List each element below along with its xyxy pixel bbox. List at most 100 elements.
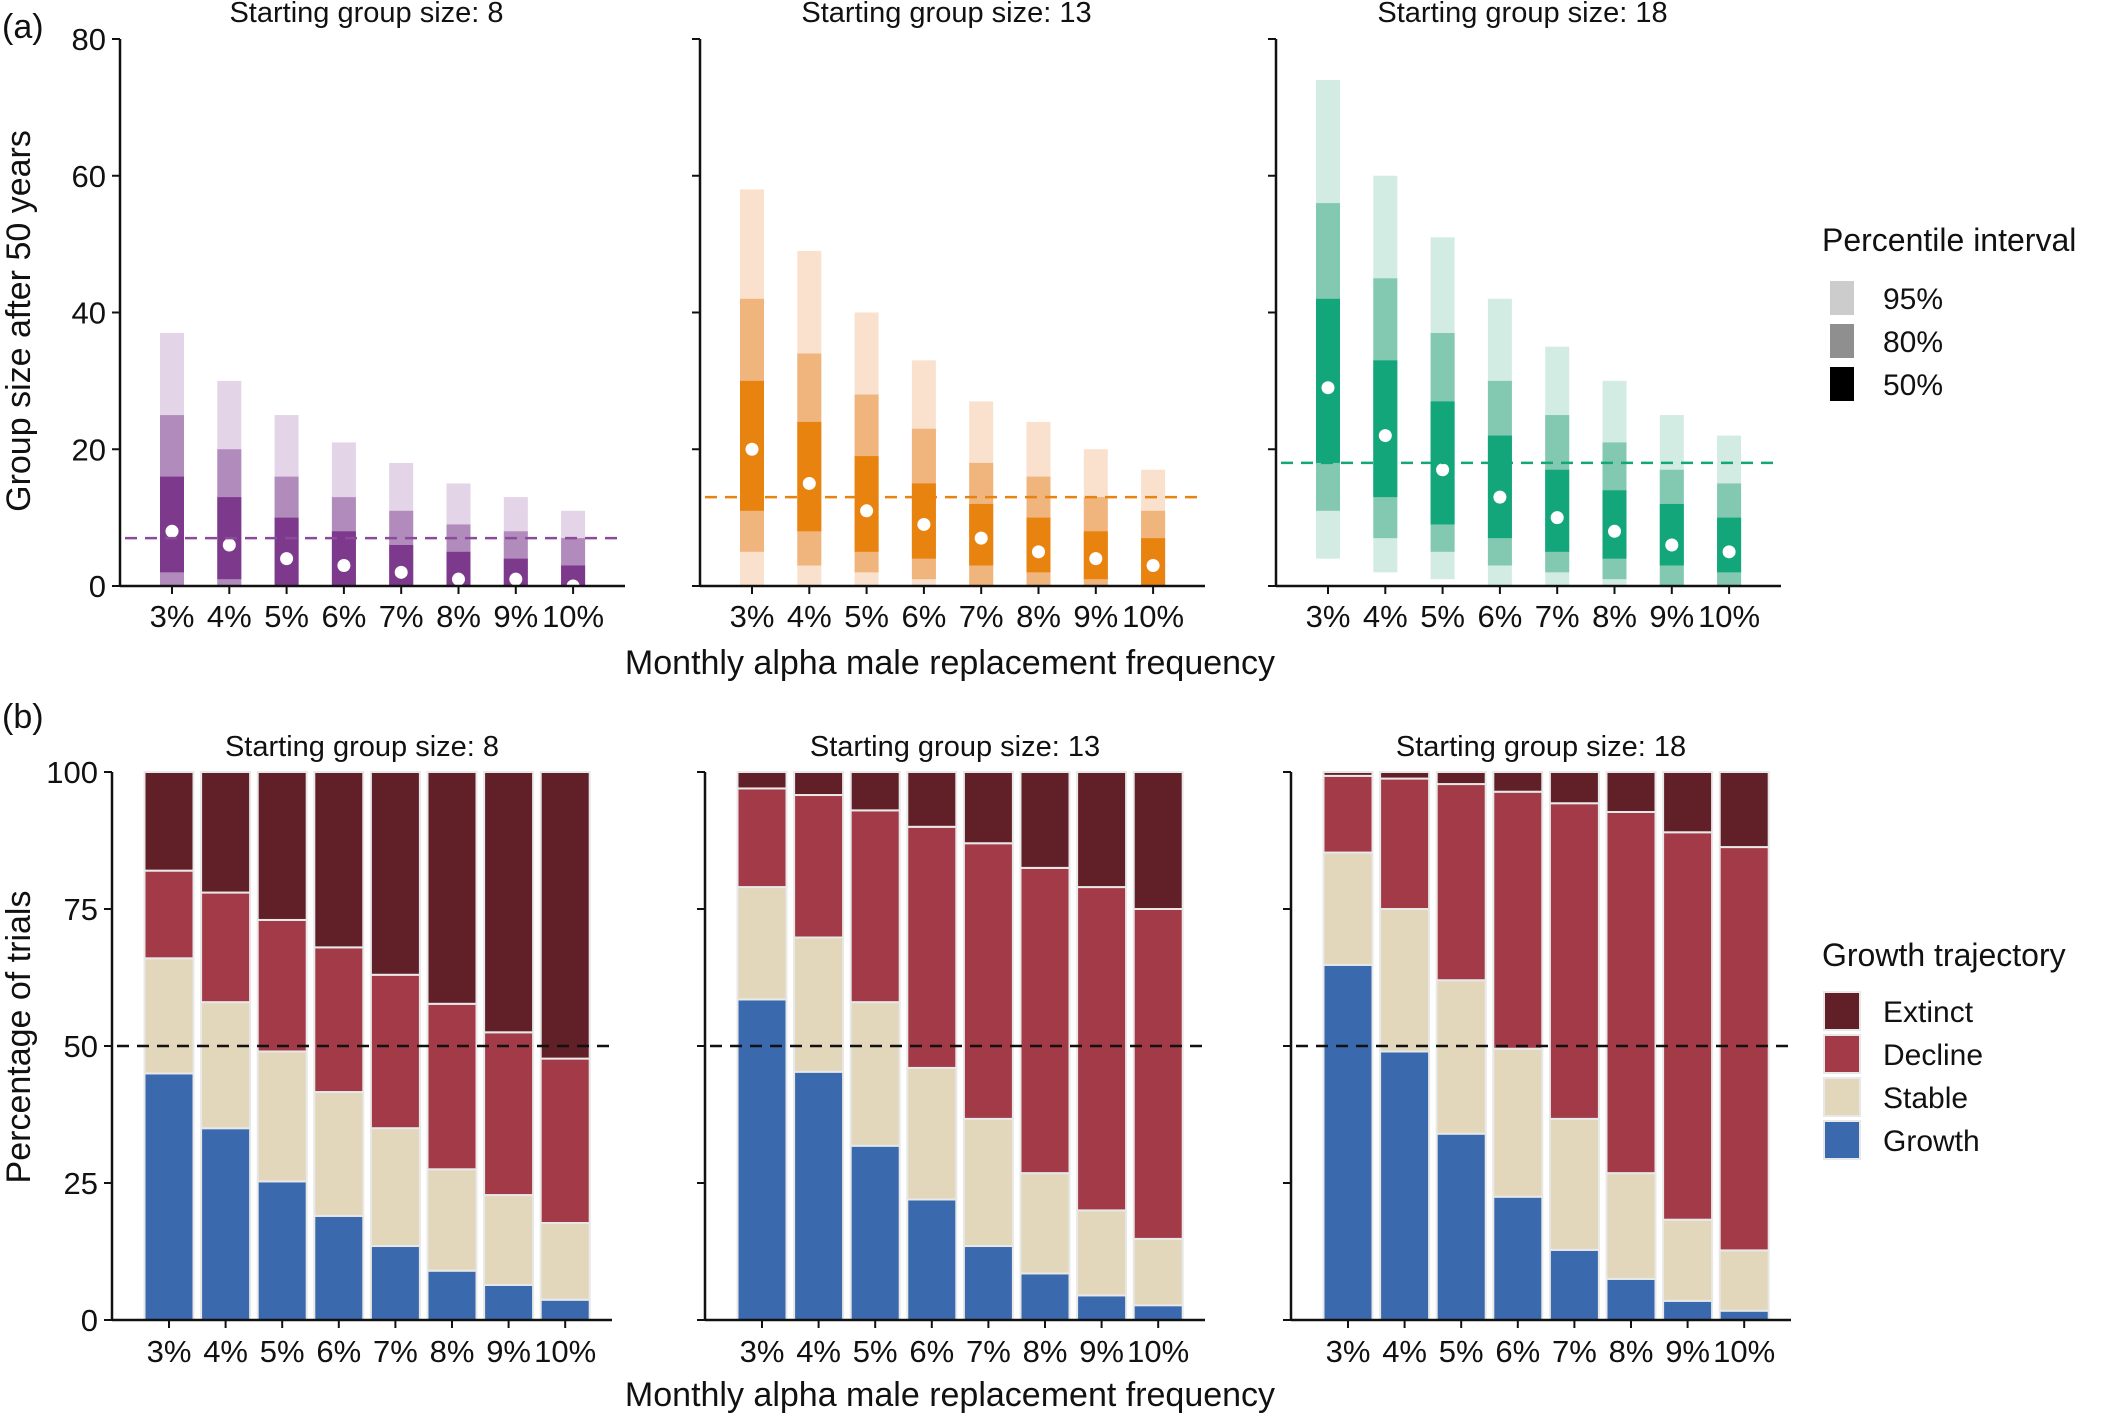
bar-segment-extinct [849, 771, 901, 812]
y-tick-label: 0 [81, 1303, 98, 1338]
x-tick-label: 8% [436, 599, 481, 634]
x-tick-label: 10% [1713, 1334, 1775, 1369]
interval-50-bar [1659, 503, 1684, 566]
interval-50-bar [1717, 517, 1742, 573]
bar-segment-growth [849, 1144, 901, 1321]
x-axis-label: Monthly alpha male replacement frequency [625, 1376, 1275, 1414]
bar-segment-extinct [369, 771, 421, 976]
x-tick-label: 7% [966, 1334, 1011, 1369]
legend-label: Decline [1883, 1039, 1983, 1072]
bar-segment-decline [1662, 831, 1714, 1221]
bar-segment-decline [1718, 846, 1770, 1252]
x-tick-label: 3% [150, 599, 195, 634]
y-tick-label: 60 [72, 159, 106, 194]
interval-50-bar [389, 544, 414, 586]
legend-label: Extinct [1883, 996, 1974, 1029]
bar-segment-growth [256, 1180, 308, 1321]
bar-segment-stable [539, 1222, 591, 1301]
median-point [1146, 558, 1160, 572]
bar-segment-stable [1548, 1117, 1600, 1251]
legend-swatch [1830, 281, 1854, 315]
interval-50-bar [1545, 469, 1570, 552]
median-point [280, 552, 294, 566]
subplot-a-2: Starting group size: 13 3% 4% 5% 6% 7% 8% 9% 10% [692, 0, 1205, 634]
bar-segment-stable [426, 1168, 478, 1272]
bar-segment-extinct [1605, 771, 1657, 814]
subplot-a-1: Starting group size: 8 3% 4% 5% 6% 7% 8% 9% 10% 0… [72, 0, 625, 634]
bar-segment-decline [793, 794, 845, 939]
bar-segment-stable [1605, 1172, 1657, 1280]
bar-segment-growth [369, 1245, 421, 1322]
y-tick-label: 80 [72, 22, 106, 57]
legend-swatch [1823, 1120, 1861, 1160]
bar-segment-growth [313, 1214, 365, 1322]
bar-segment-decline [906, 825, 958, 1069]
median-point [860, 504, 874, 518]
median-point [509, 572, 523, 586]
bar-segment-stable [1132, 1237, 1184, 1307]
bar-segment-extinct [539, 771, 591, 1060]
x-axis-label: Monthly alpha male replacement frequency [625, 644, 1275, 682]
bar-segment-growth [1379, 1050, 1431, 1321]
median-point [974, 531, 988, 545]
panel-label-a: (a) [2, 8, 44, 46]
bar-segment-growth [793, 1070, 845, 1321]
bar-segment-growth [1019, 1272, 1071, 1322]
interval-50-bar [331, 531, 356, 586]
x-tick-label: 5% [260, 1334, 305, 1369]
bar-segment-extinct [793, 771, 845, 797]
bar-segment-stable [1076, 1209, 1128, 1297]
y-axis-label: Percentage of trials [0, 891, 38, 1184]
bar-segment-stable [1322, 851, 1374, 966]
bar-segment-extinct [1019, 771, 1071, 869]
median-point [1608, 524, 1621, 538]
bar-segment-decline [962, 842, 1014, 1120]
bar-segment-extinct [1435, 771, 1487, 786]
median-point [1493, 490, 1507, 504]
interval-50-bar [1026, 517, 1051, 573]
bar-segment-growth [539, 1298, 591, 1321]
y-tick-label: 20 [72, 432, 106, 467]
median-point [452, 572, 465, 586]
legend-swatch [1830, 367, 1854, 401]
bar-segment-extinct [1132, 771, 1184, 910]
x-tick-label: 5% [264, 599, 309, 634]
x-tick-label: 4% [203, 1334, 248, 1369]
bar-segment-growth [143, 1072, 195, 1322]
y-tick-label: 0 [89, 569, 106, 604]
x-tick-label: 7% [373, 1334, 418, 1369]
interval-50-bar [274, 517, 299, 586]
bar-segment-decline [849, 809, 901, 1004]
bar-segment-growth [1076, 1294, 1128, 1321]
subplot-title: Starting group size: 8 [229, 0, 503, 29]
bar-segment-extinct [1322, 771, 1374, 777]
bar-segment-stable [1019, 1172, 1071, 1275]
subplot-title: Starting group size: 13 [801, 0, 1091, 29]
y-tick-label: 75 [64, 892, 98, 927]
legend-label: Growth [1883, 1125, 1980, 1158]
x-tick-label: 8% [1016, 599, 1061, 634]
bar-segment-decline [369, 973, 421, 1130]
median-point [394, 565, 408, 579]
subplot-title: Starting group size: 8 [225, 731, 499, 763]
x-tick-label: 6% [321, 599, 366, 634]
y-tick-label: 40 [72, 296, 106, 331]
bar-segment-growth [1435, 1132, 1487, 1322]
bar-segment-growth [1548, 1248, 1600, 1321]
x-tick-label: 5% [844, 599, 889, 634]
bar-segment-extinct [200, 771, 252, 894]
x-tick-label: 10% [542, 599, 604, 634]
panel-label-b: (b) [2, 698, 44, 736]
bar-segment-growth [200, 1127, 252, 1321]
x-tick-label: 8% [1023, 1334, 1068, 1369]
bar-segment-stable [793, 936, 845, 1073]
median-point [1378, 429, 1392, 443]
legend-swatch [1823, 1077, 1861, 1117]
bar-segment-stable [256, 1050, 308, 1183]
bar-segment-decline [736, 787, 788, 889]
bar-segment-stable [906, 1066, 958, 1201]
bar-segment-decline [1322, 774, 1374, 854]
y-tick-label: 100 [46, 755, 98, 790]
median-point [1032, 545, 1045, 559]
x-tick-label: 4% [787, 599, 832, 634]
